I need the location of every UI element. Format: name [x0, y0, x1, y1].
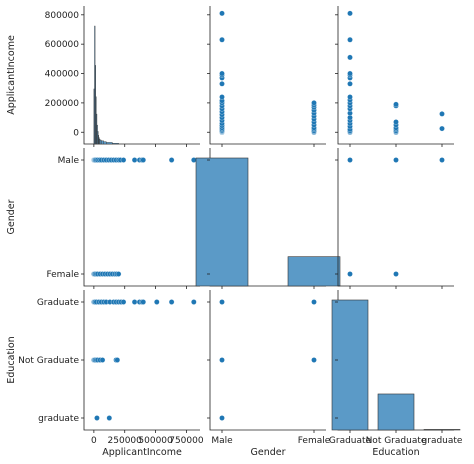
scatter-point: [154, 299, 160, 305]
scatter-point: [393, 157, 399, 163]
scatter-point: [219, 81, 225, 87]
scatter-point: [347, 54, 353, 61]
scatter-point: [347, 157, 353, 163]
scatter-point: [115, 271, 122, 277]
scatter-point: [94, 415, 100, 421]
x-tick-label: Female: [298, 436, 331, 446]
y-tick-label: 600000: [45, 40, 80, 50]
scatter-point: [347, 70, 353, 77]
hist-bar-graduate: [423, 429, 461, 431]
x-tick-label: Graduate: [329, 436, 372, 446]
scatter-point: [168, 157, 175, 163]
scatter-point: [347, 37, 353, 43]
scatter-point: [311, 357, 317, 363]
scatter-point: [393, 119, 399, 125]
scatter-point: [219, 37, 225, 43]
panel-2-0-spines: [83, 290, 200, 431]
scatter-point: [347, 94, 353, 100]
scatter-point: [140, 157, 146, 163]
x-tick-label: 0: [91, 436, 97, 446]
panel-2-1-spines: [209, 290, 326, 431]
hist-bar-graduate: [331, 299, 369, 431]
y-tick-label: Female: [46, 270, 79, 280]
scatter-point: [219, 357, 225, 363]
scatter-point: [439, 157, 445, 163]
y-tick-label: 800000: [45, 11, 80, 21]
hist-bar-income: [106, 142, 113, 145]
x-axis-label: ApplicantIncome: [102, 447, 182, 458]
scatter-point: [439, 111, 445, 117]
y-tick-label: 0: [73, 128, 79, 138]
x-tick-label: graduate: [422, 436, 463, 446]
scatter-point: [311, 299, 317, 305]
hist-bar-female: [287, 256, 341, 287]
scatter-point: [219, 10, 225, 17]
x-tick-label: 750000: [169, 436, 204, 446]
scatter-point: [311, 100, 317, 106]
scatter-point: [439, 125, 445, 132]
scatter-point: [168, 299, 175, 305]
x-tick-label: 250000: [108, 436, 143, 446]
scatter-point: [120, 157, 127, 163]
scatter-point: [219, 94, 225, 100]
hist-bar-income: [101, 140, 104, 145]
hist-bar-income: [103, 141, 107, 145]
x-axis-label: Gender: [250, 447, 285, 458]
y-tick-label: Graduate: [37, 298, 80, 308]
scatter-point: [114, 357, 121, 363]
x-tick-label: Male: [211, 436, 233, 446]
scatter-point: [219, 299, 225, 305]
scatter-point: [347, 81, 353, 87]
y-tick-label: Not Graduate: [18, 356, 79, 366]
scatter-point: [191, 157, 197, 163]
scatter-point: [140, 299, 146, 305]
y-tick-label: 200000: [45, 99, 80, 109]
scatter-point: [191, 299, 197, 305]
scatter-point: [347, 10, 353, 17]
scatter-point: [99, 357, 106, 363]
scatter-point: [131, 157, 138, 163]
y-tick-label: graduate: [38, 414, 79, 424]
panel-1-2-spines: [337, 148, 454, 287]
y-tick-label: Male: [58, 156, 80, 166]
x-tick-label: Not Graduate: [366, 436, 427, 446]
scatter-point: [393, 101, 399, 108]
hist-bar-income: [112, 143, 119, 145]
y-axis-label: Gender: [6, 199, 17, 234]
y-tick-label: 400000: [45, 70, 80, 80]
x-axis-label: Education: [372, 447, 419, 458]
x-tick-label: 500000: [138, 436, 173, 446]
scatter-point: [347, 271, 353, 277]
scatter-point: [120, 299, 127, 305]
y-axis-label: ApplicantIncome: [6, 35, 17, 115]
scatter-point: [106, 415, 113, 421]
panel-0-0-spines: [83, 6, 200, 145]
hist-bar-male: [195, 157, 249, 287]
scatter-point: [393, 271, 399, 277]
scatter-point: [219, 415, 225, 421]
scatter-point: [219, 70, 225, 77]
panel-0-2-spines: [337, 6, 454, 145]
panel-1-0-spines: [83, 148, 200, 287]
scatter-point: [131, 299, 138, 305]
hist-bar-not-graduate: [377, 393, 415, 431]
y-axis-label: Education: [6, 336, 17, 383]
panel-0-1-spines: [209, 6, 326, 145]
